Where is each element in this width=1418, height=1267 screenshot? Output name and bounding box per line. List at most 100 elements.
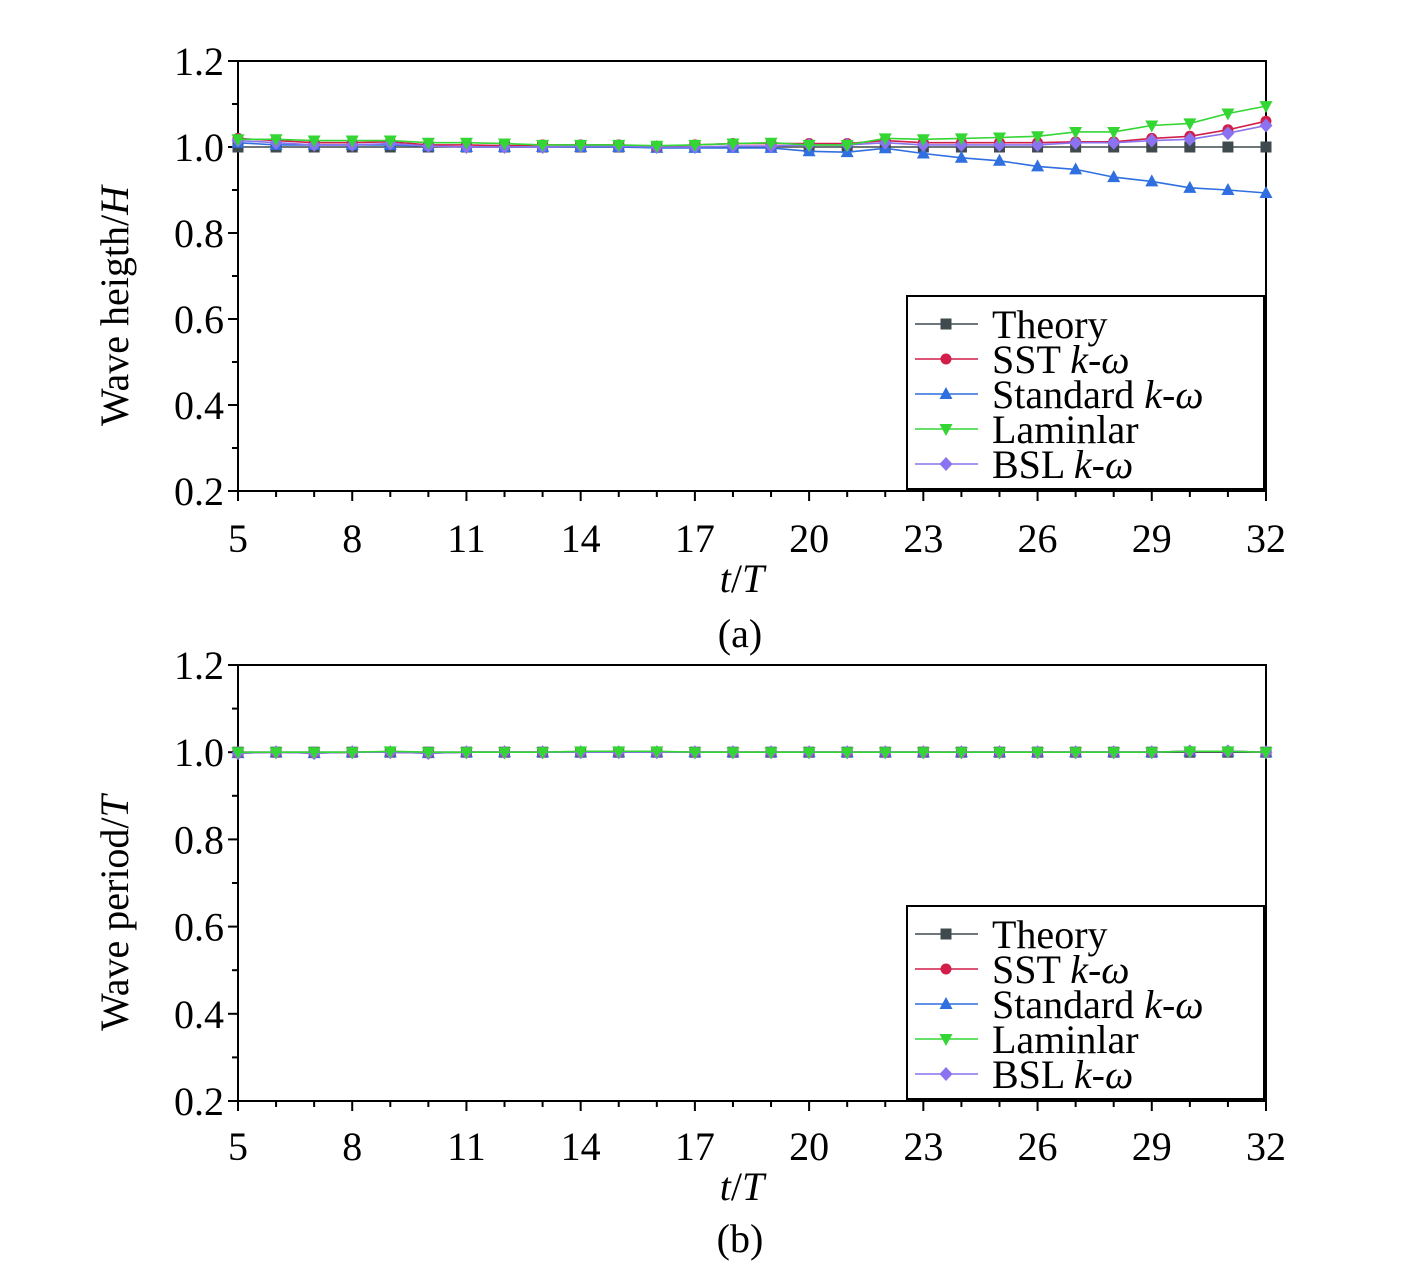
- x-tick-label: 20: [789, 1124, 829, 1169]
- data-point: [307, 747, 321, 760]
- panel-caption: (b): [717, 1216, 764, 1261]
- data-point: [1183, 746, 1197, 759]
- legend-marker: [940, 963, 952, 975]
- legend-frame: [906, 905, 1265, 1100]
- data-point: [1221, 183, 1235, 195]
- data-point: [1031, 137, 1045, 152]
- legend-item: Standard k-ω: [915, 982, 1204, 1027]
- x-tick-label: 8: [342, 516, 362, 561]
- data-point: [840, 747, 854, 760]
- data-point: [269, 747, 283, 760]
- data-point: [764, 137, 778, 150]
- panel-caption: (a): [718, 611, 762, 656]
- data-point: [1222, 141, 1234, 153]
- data-point: [726, 747, 740, 760]
- data-point: [688, 139, 702, 152]
- x-tick-label: 17: [675, 1124, 715, 1169]
- data-point: [421, 747, 435, 760]
- x-tick-label: 5: [228, 516, 248, 561]
- legend-label: Standard k-ω: [992, 982, 1204, 1027]
- y-axis-title: Wave heigth/H: [92, 184, 137, 426]
- data-point: [1259, 101, 1273, 114]
- y-tick-label: 1.0: [174, 125, 224, 170]
- legend-label: Theory: [992, 912, 1108, 957]
- data-point: [1183, 118, 1197, 131]
- legend-label: Standard k-ω: [992, 372, 1204, 417]
- data-point: [916, 747, 930, 760]
- data-point: [954, 747, 968, 760]
- x-tick-label: 23: [903, 516, 943, 561]
- legend-item: BSL k-ω: [915, 1052, 1133, 1097]
- data-point: [383, 746, 397, 759]
- x-tick-label: 26: [1018, 1124, 1058, 1169]
- x-tick-label: 29: [1132, 1124, 1172, 1169]
- legend-marker: [939, 1067, 953, 1081]
- data-point: [1069, 126, 1083, 139]
- data-point: [536, 139, 550, 152]
- data-point: [1221, 126, 1235, 141]
- data-point: [1184, 141, 1196, 153]
- y-tick-label: 0.4: [174, 992, 224, 1037]
- legend-marker: [939, 424, 953, 436]
- legend-marker: [939, 387, 953, 399]
- data-point: [1107, 170, 1121, 183]
- data-point: [992, 132, 1006, 145]
- data-point: [992, 747, 1006, 760]
- x-tick-label: 29: [1132, 516, 1172, 561]
- y-tick-label: 1.2: [174, 643, 224, 688]
- data-point: [802, 139, 816, 152]
- data-point: [1183, 180, 1197, 193]
- legend-frame: [906, 295, 1265, 490]
- chart-panel-b: 5 8 11 14 17 20 23 26 29 32 0.2 0.4 0.6 0.8 1.0 1.2 Theo…: [92, 643, 1286, 1261]
- legend-item: SST k-ω: [915, 947, 1130, 992]
- x-tick-label: 14: [561, 516, 601, 561]
- data-point: [1031, 131, 1045, 144]
- data-point: [802, 747, 816, 760]
- data-point: [878, 747, 892, 760]
- data-point: [1145, 747, 1159, 760]
- legend-marker: [939, 1034, 953, 1046]
- legend-label: Laminlar: [992, 407, 1139, 452]
- data-point: [1145, 120, 1159, 133]
- data-point: [916, 146, 930, 159]
- legend-item: Standard k-ω: [915, 372, 1204, 417]
- data-point: [688, 747, 702, 760]
- legend-marker: [940, 318, 952, 330]
- legend-label: Theory: [992, 302, 1108, 347]
- y-axis-title: Wave period/T: [92, 792, 137, 1030]
- data-point: [574, 746, 588, 759]
- x-tick-label: 11: [447, 1124, 486, 1169]
- series-line: [237, 124, 1267, 148]
- legend-marker: [940, 353, 952, 365]
- legend-item: SST k-ω: [915, 337, 1130, 382]
- series-laminlar: [231, 101, 1273, 153]
- data-point: [992, 153, 1006, 166]
- data-point: [459, 137, 473, 150]
- data-point: [992, 137, 1006, 152]
- x-axis-title: t/T: [720, 1164, 767, 1209]
- data-point: [1031, 747, 1045, 760]
- data-point: [498, 747, 512, 760]
- legend-item: BSL k-ω: [915, 442, 1133, 487]
- y-tick-label: 1.2: [174, 39, 224, 84]
- data-point: [231, 747, 245, 760]
- data-point: [1221, 108, 1235, 121]
- legend-marker: [939, 997, 953, 1009]
- data-point: [574, 139, 588, 152]
- data-point: [498, 138, 512, 151]
- x-tick-label: 32: [1246, 516, 1286, 561]
- x-tick-label: 17: [675, 516, 715, 561]
- series-line: [238, 105, 1267, 147]
- data-point: [1145, 174, 1159, 187]
- x-axis-title: t/T: [720, 556, 767, 601]
- legend-item: Laminlar: [915, 407, 1139, 452]
- y-tick-label: 0.4: [174, 383, 224, 428]
- data-point: [1107, 126, 1121, 139]
- data-point: [345, 747, 359, 760]
- y-tick-label: 0.6: [174, 905, 224, 950]
- legend-label: SST k-ω: [992, 947, 1130, 992]
- y-tick-label: 0.8: [174, 211, 224, 256]
